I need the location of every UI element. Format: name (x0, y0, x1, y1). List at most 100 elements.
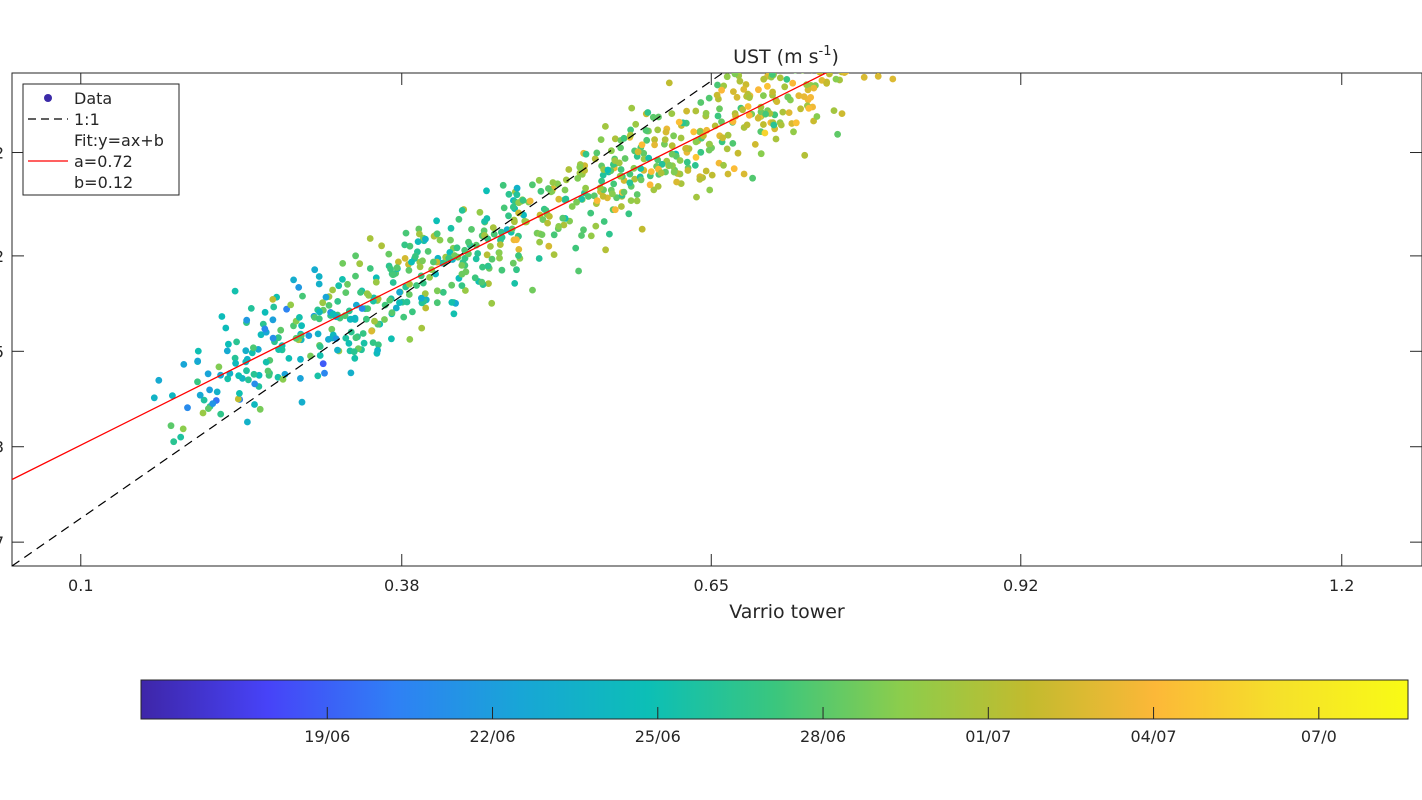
data-point (360, 339, 368, 347)
data-point (424, 248, 432, 255)
data-point (225, 340, 232, 348)
data-point (422, 304, 430, 312)
data-point (458, 207, 466, 214)
data-point (483, 215, 491, 222)
data-point (150, 394, 158, 402)
x-tick-label: 0.65 (693, 576, 729, 595)
data-point (392, 304, 400, 312)
data-point (405, 266, 413, 274)
data-point (256, 405, 264, 413)
data-point (325, 302, 333, 309)
data-point (351, 314, 359, 322)
data-point (194, 378, 201, 386)
data-point (769, 88, 776, 96)
data-point (261, 325, 269, 333)
data-point (204, 370, 212, 378)
data-point (682, 145, 689, 152)
data-point (316, 352, 324, 359)
data-point (549, 179, 557, 186)
data-point (248, 349, 256, 357)
data-point (666, 161, 673, 169)
data-point (295, 284, 303, 291)
data-point (861, 36, 868, 43)
data-point (749, 174, 756, 182)
legend-label: 1:1 (74, 110, 100, 129)
data-point (574, 175, 582, 182)
data-point (665, 79, 673, 87)
data-point (800, 73, 805, 74)
data-point (731, 73, 739, 78)
data-point (315, 280, 323, 288)
data-point (578, 232, 585, 239)
data-point (375, 341, 382, 349)
data-point (247, 305, 255, 312)
data-point (651, 136, 658, 144)
data-point (661, 136, 669, 144)
data-point (714, 112, 722, 120)
data-point (692, 138, 700, 146)
x-tick-label: 0.38 (384, 576, 420, 595)
data-point (804, 86, 812, 94)
data-point (381, 316, 388, 323)
data-point (385, 250, 393, 258)
data-point (388, 335, 395, 343)
data-point (515, 252, 522, 259)
data-point (751, 141, 759, 148)
data-point (416, 263, 424, 271)
data-point (744, 103, 752, 110)
data-point (322, 293, 330, 301)
data-point (760, 75, 768, 83)
data-point (696, 176, 704, 183)
data-point (821, 65, 828, 72)
data-point (305, 332, 313, 339)
data-point (251, 401, 258, 408)
colorbar-ticks: 19/06 22/06 25/06 28/06 01/07 04/07 07/0 (304, 707, 1337, 746)
data-point (861, 56, 868, 63)
data-point (724, 170, 732, 178)
data-point (447, 224, 455, 232)
data-point (890, 11, 897, 18)
data-point (668, 142, 676, 150)
data-point (676, 157, 684, 164)
x-tick-label: 1.2 (1329, 576, 1354, 595)
colorbar-tick-label: 28/06 (800, 727, 846, 746)
data-point (222, 324, 230, 332)
data-point (889, 75, 897, 83)
data-point (206, 386, 214, 394)
data-point (792, 119, 800, 127)
data-point (405, 291, 413, 298)
data-point (334, 346, 341, 354)
data-point (234, 395, 242, 403)
data-point (634, 148, 642, 156)
data-point (335, 282, 343, 290)
data-point (585, 193, 592, 200)
data-point (235, 372, 243, 380)
data-point (455, 215, 463, 223)
data-point (736, 77, 744, 85)
y-tick-label: 7 (0, 533, 4, 552)
data-point (184, 404, 191, 412)
y-axis-ticks: 7 3 5 2 2 (0, 144, 1422, 552)
data-point (408, 258, 415, 266)
data-point (690, 128, 698, 136)
data-point (633, 191, 641, 198)
colorbar-bar (140, 679, 1409, 720)
data-point (418, 294, 425, 302)
data-point (555, 195, 563, 203)
data-point (488, 299, 496, 307)
data-point (472, 255, 480, 263)
data-point (646, 181, 654, 189)
data-point (876, 61, 883, 68)
data-point (511, 218, 518, 226)
data-point (314, 372, 322, 380)
legend-label: b=0.12 (74, 173, 133, 192)
data-point (668, 150, 676, 158)
x-tick-label: 0.1 (68, 576, 93, 595)
data-point (298, 398, 306, 406)
data-point (578, 195, 585, 203)
data-point (720, 161, 727, 169)
data-point (684, 167, 692, 174)
data-point (861, 61, 868, 68)
data-point (374, 346, 381, 354)
